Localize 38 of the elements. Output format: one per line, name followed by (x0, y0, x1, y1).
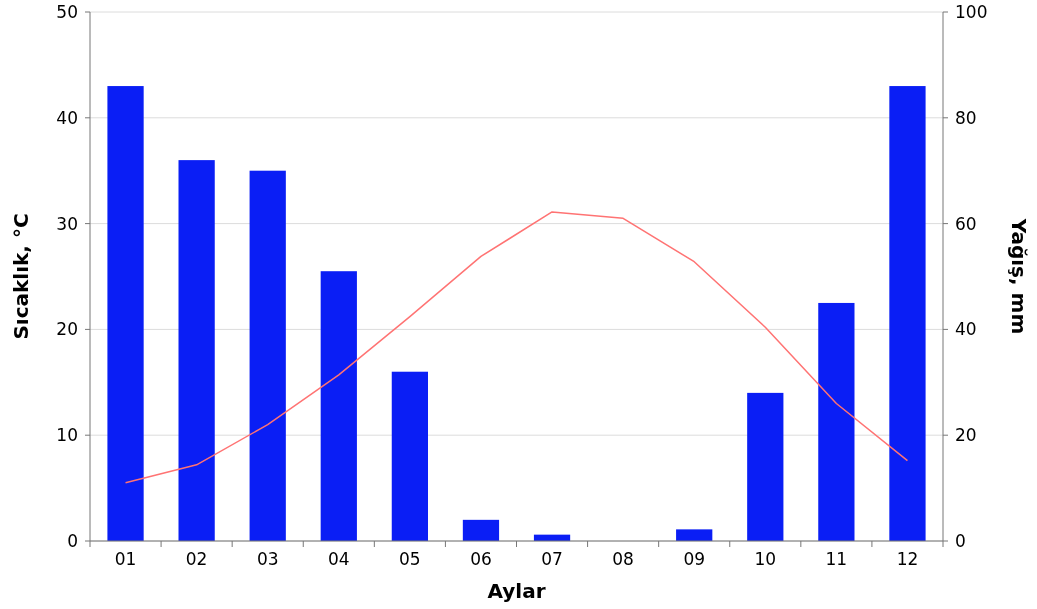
y2-tick-label: 60 (955, 213, 977, 234)
x-tick-label: 09 (683, 549, 706, 569)
bar (107, 86, 144, 541)
y2-tick-label: 40 (955, 319, 977, 340)
x-tick-label: 05 (399, 549, 421, 569)
bar (178, 160, 215, 541)
bar (249, 170, 286, 541)
y-axis-title: Sıcaklık, °C (9, 213, 33, 340)
x-tick-label: 12 (896, 549, 919, 569)
x-tick-label: 02 (185, 549, 208, 569)
x-tick-label: 07 (541, 549, 563, 569)
x-tick-label: 03 (256, 549, 279, 569)
bar (320, 271, 357, 541)
bar (676, 529, 713, 541)
x-tick-label: 06 (470, 549, 492, 569)
y2-tick-label: 0 (955, 530, 966, 551)
y-tick-label: 30 (56, 213, 78, 234)
bar (889, 86, 926, 541)
y-tick-label: 40 (56, 107, 78, 128)
y2-tick-label: 80 (955, 107, 977, 128)
y-tick-label: 50 (56, 1, 78, 22)
y2-tick-label: 20 (955, 425, 977, 446)
bar (747, 392, 784, 541)
y-tick-label: 10 (56, 425, 78, 446)
y2-axis-title: Yağış, mm (1007, 217, 1031, 335)
x-tick-label: 11 (825, 549, 848, 569)
x-tick-label: 01 (114, 549, 137, 569)
x-tick-label: 10 (754, 549, 777, 569)
y-tick-label: 0 (67, 530, 78, 551)
y-tick-label: 20 (56, 319, 78, 340)
x-tick-label: 08 (612, 549, 634, 569)
y2-tick-label: 100 (955, 1, 988, 22)
line-series (124, 211, 909, 484)
x-axis-title: Aylar (487, 579, 546, 603)
bar (391, 371, 428, 541)
bar (462, 519, 500, 541)
x-tick-label: 04 (327, 549, 350, 569)
bar (818, 302, 855, 541)
